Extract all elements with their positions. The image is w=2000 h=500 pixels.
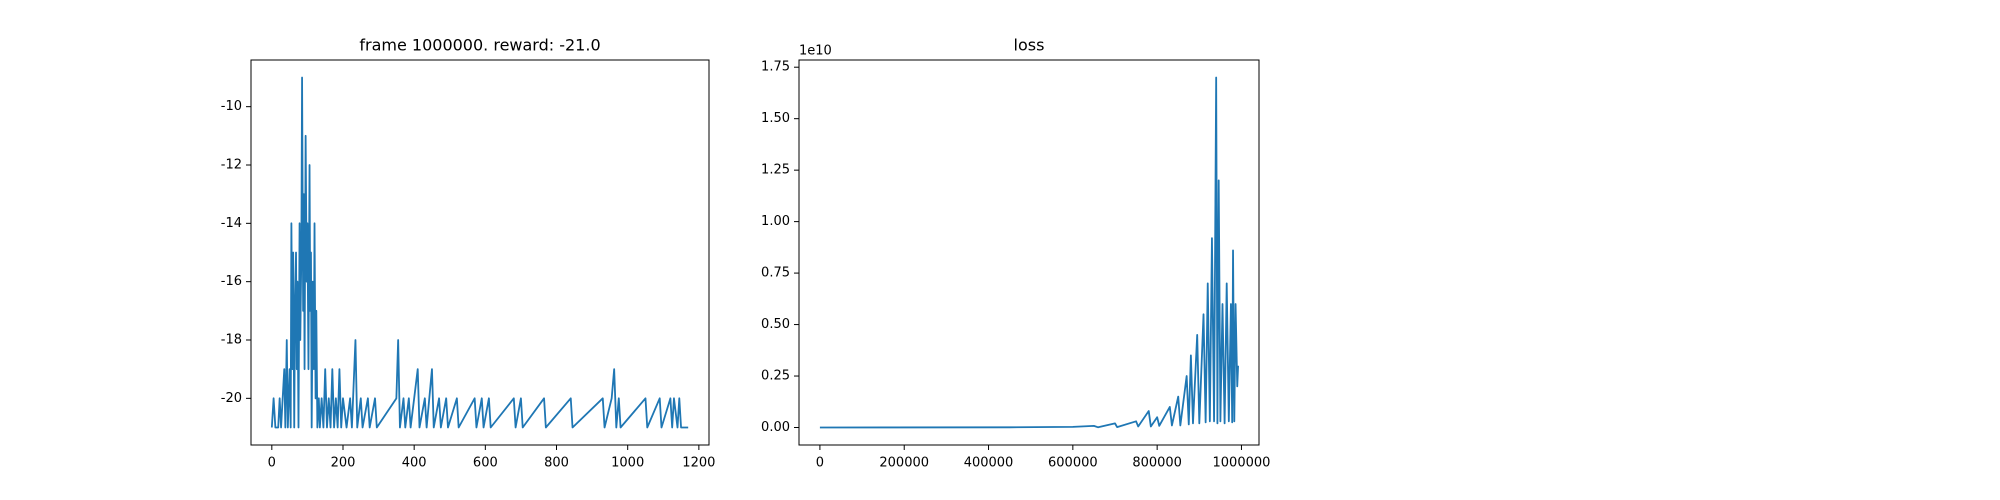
y-tick-label: -16 xyxy=(221,274,242,289)
x-tick-label: 1200 xyxy=(682,456,715,471)
y-tick-label: 1.50 xyxy=(761,111,790,126)
y-tick-label: 1.25 xyxy=(761,163,790,178)
y-tick-label: -12 xyxy=(221,158,242,173)
y-tick-label: -20 xyxy=(221,391,242,406)
x-tick-label: 1000000 xyxy=(1213,456,1271,471)
x-tick-label: 0 xyxy=(816,456,824,471)
x-tick-label: 200000 xyxy=(879,456,929,471)
y-tick-label: -14 xyxy=(221,216,242,231)
y-tick-label: -18 xyxy=(221,333,242,348)
axes-frame xyxy=(798,59,1260,446)
y-tick-label: 0.25 xyxy=(761,369,790,384)
x-tick-label: 800 xyxy=(544,456,569,471)
y-tick-label: 0.00 xyxy=(761,420,790,435)
plot-area xyxy=(819,76,1239,429)
axes-frame xyxy=(250,59,710,446)
x-tick-label: 200 xyxy=(331,456,356,471)
x-tick-label: 400 xyxy=(402,456,427,471)
chart-title: frame 1000000. reward: -21.0 xyxy=(359,36,600,55)
y-tick-label: 1.00 xyxy=(761,214,790,229)
x-tick-label: 600 xyxy=(473,456,498,471)
y-offset-text: 1e10 xyxy=(799,44,832,59)
x-tick-label: 0 xyxy=(268,456,276,471)
x-tick-label: 400000 xyxy=(964,456,1014,471)
y-tick-label: -10 xyxy=(221,99,242,114)
data-line xyxy=(270,76,689,429)
plot-area xyxy=(270,76,689,429)
x-tick-label: 600000 xyxy=(1048,456,1098,471)
data-line xyxy=(819,76,1239,429)
y-tick-label: 1.75 xyxy=(761,60,790,75)
y-tick-label: 0.75 xyxy=(761,266,790,281)
x-tick-label: 800000 xyxy=(1132,456,1182,471)
x-tick-label: 1000 xyxy=(611,456,644,471)
y-tick-label: 0.50 xyxy=(761,317,790,332)
chart-title: loss xyxy=(1014,36,1045,55)
